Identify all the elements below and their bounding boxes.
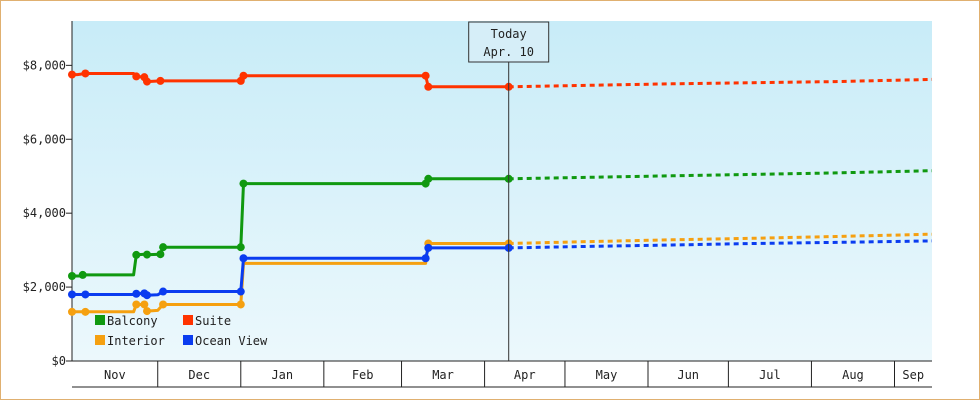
- data-point: [143, 250, 152, 259]
- data-point: [132, 289, 141, 298]
- series-forecast-ocean-view: [508, 239, 933, 250]
- month-label: Apr: [514, 368, 536, 382]
- data-point: [68, 272, 76, 280]
- data-point: [81, 307, 90, 316]
- series-forecast-suite: [508, 77, 933, 89]
- today-box: [468, 21, 550, 63]
- x-axis: Nov Dec Jan Feb Mar Apr May Jun Jul Aug Sep: [72, 360, 932, 388]
- series-forecast-balcony: [508, 169, 933, 181]
- data-point: [424, 82, 433, 91]
- data-point: [239, 254, 248, 263]
- data-point: [236, 287, 245, 296]
- series-line-balcony: [72, 177, 509, 278]
- month-label: Aug: [842, 368, 864, 382]
- legend-label: Balcony: [107, 314, 158, 328]
- month-label: Jun: [677, 368, 699, 382]
- legend-label: Suite: [195, 314, 231, 328]
- data-point: [239, 179, 248, 188]
- today-date-label: Apr. 10: [483, 45, 534, 59]
- y-tick-label: $0: [52, 354, 66, 368]
- y-tick-label: $4,000: [23, 206, 66, 220]
- month-label: May: [596, 368, 618, 382]
- data-point: [236, 300, 245, 309]
- data-point: [68, 70, 76, 79]
- series-line-interior: [72, 242, 509, 314]
- data-point: [132, 250, 141, 259]
- data-point: [159, 287, 168, 296]
- month-label: Feb: [352, 368, 374, 382]
- data-point: [236, 243, 245, 252]
- data-point: [81, 290, 90, 299]
- month-label: Sep: [902, 368, 924, 382]
- series-forecast-interior: [508, 232, 933, 245]
- today-label: Today: [491, 27, 527, 41]
- data-point: [132, 72, 141, 81]
- data-point: [78, 270, 87, 279]
- data-point: [143, 307, 152, 316]
- data-point: [143, 291, 152, 300]
- data-point: [239, 71, 248, 80]
- data-point: [159, 243, 168, 252]
- data-point: [424, 243, 433, 252]
- data-point: [421, 71, 430, 80]
- legend-label: Ocean View: [195, 334, 268, 348]
- month-label: Mar: [432, 368, 454, 382]
- y-axis: $0 $2,000 $4,000 $6,000 $8,000: [23, 21, 73, 368]
- legend-swatch: [95, 315, 105, 325]
- legend-swatch: [183, 335, 193, 345]
- data-point: [81, 69, 90, 78]
- plot-area: [72, 21, 932, 361]
- data-point: [421, 254, 430, 263]
- legend-label: Interior: [107, 334, 165, 348]
- y-tick-label: $2,000: [23, 280, 66, 294]
- month-label: Dec: [188, 368, 210, 382]
- y-tick-label: $8,000: [23, 58, 66, 72]
- data-point: [424, 174, 433, 183]
- month-label: Nov: [104, 368, 126, 382]
- today-marker: Today Apr. 10: [468, 21, 550, 361]
- y-tick-label: $6,000: [23, 132, 66, 146]
- data-point: [159, 300, 168, 309]
- data-point: [156, 250, 165, 259]
- month-label: Jan: [271, 368, 293, 382]
- data-point: [68, 307, 76, 316]
- series-layer: [68, 69, 933, 316]
- legend-swatch: [183, 315, 193, 325]
- data-point: [68, 290, 76, 299]
- legend: Balcony Suite Interior Ocean View: [95, 314, 268, 348]
- legend-swatch: [95, 335, 105, 345]
- data-point: [132, 300, 141, 309]
- data-point: [143, 77, 152, 86]
- data-point: [140, 300, 149, 309]
- data-point: [156, 76, 165, 85]
- month-label: Jul: [759, 368, 781, 382]
